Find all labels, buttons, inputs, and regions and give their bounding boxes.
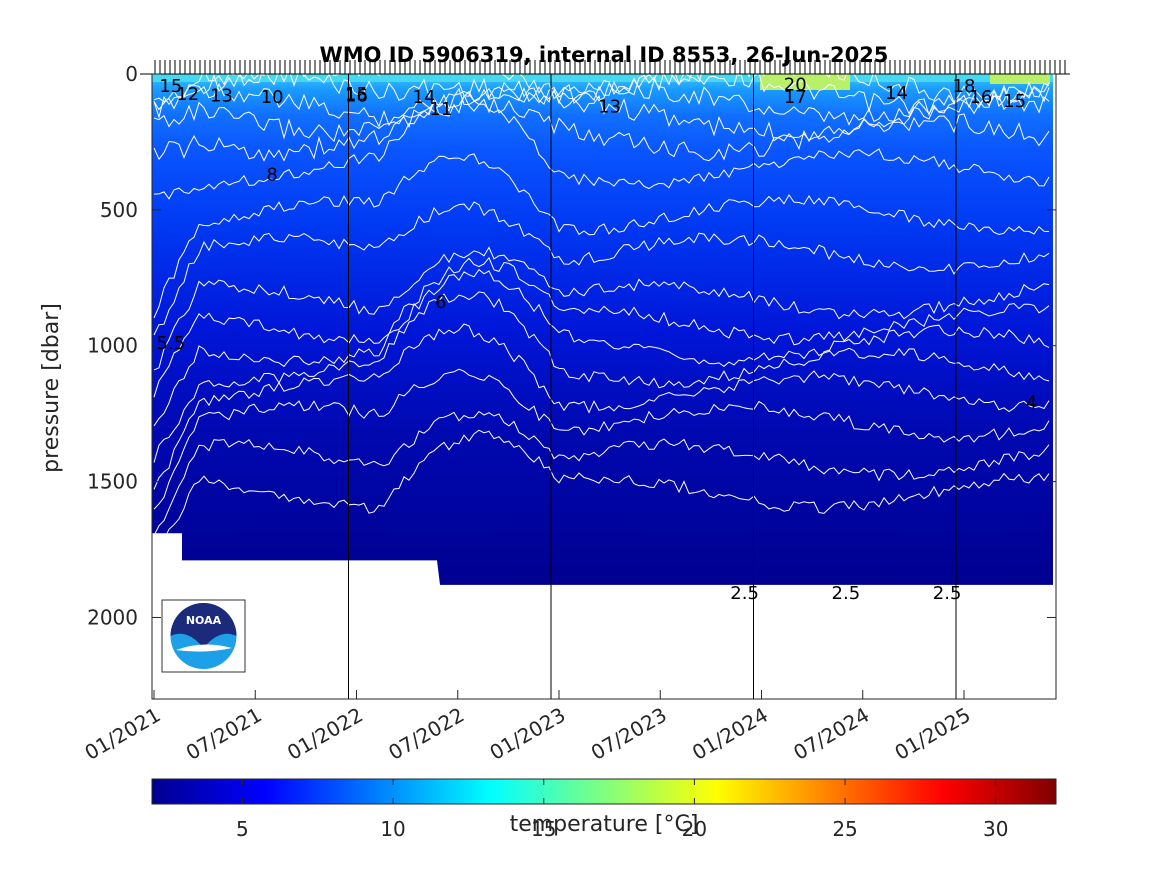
warm-patch <box>990 74 1050 84</box>
contour-line <box>153 153 1050 319</box>
colorbar-tick-label: 5 <box>236 817 249 841</box>
contour-label: 15 <box>345 84 368 105</box>
contour-line <box>153 81 1050 143</box>
y-tick-label: 2000 <box>87 605 138 629</box>
colorbar-tick-label: 15 <box>531 817 556 841</box>
chart-title: WMO ID 5906319, internal ID 8553, 26-Jun… <box>320 43 889 67</box>
y-axis: 0 500 1000 1500 2000 <box>87 62 1056 629</box>
contour-label: 13 <box>210 86 233 107</box>
contour-label: 2.5 <box>933 583 962 604</box>
contour-line <box>153 78 1050 128</box>
contour-label: 13 <box>598 96 621 117</box>
x-tick-label: 07/2021 <box>182 703 266 765</box>
noaa-logo: NOAA <box>161 599 246 673</box>
x-tick-label: 01/2023 <box>486 703 570 765</box>
contour-label: 2.5 <box>730 583 759 604</box>
temperature-field <box>152 74 1053 585</box>
y-axis-title: pressure [dbar] <box>39 303 64 473</box>
field-area <box>152 74 1053 585</box>
x-tick-label: 01/2025 <box>891 703 975 765</box>
contour-line <box>153 268 1050 427</box>
contour-label: 20 <box>784 75 807 96</box>
contour-line <box>153 323 1050 490</box>
contour-label: 8 <box>266 164 277 185</box>
contour-label: 2.5 <box>832 583 861 604</box>
x-tick-label: 01/2021 <box>81 703 165 765</box>
contour-label: 6 <box>435 292 446 313</box>
contour-label: 4 <box>1026 393 1037 414</box>
contour-line <box>153 410 1050 536</box>
contour-label: 10 <box>261 87 284 108</box>
contour-label: 16 <box>969 87 992 108</box>
contour-line <box>153 90 1050 200</box>
colorbar-tick-label: 10 <box>380 817 405 841</box>
contour-line <box>153 246 1050 371</box>
top-profile-ticks <box>140 60 1070 75</box>
contour-lines <box>153 74 1050 562</box>
contour-label: 14 <box>885 83 908 104</box>
contour-label: 14 <box>413 87 436 108</box>
y-tick-label: 1500 <box>87 470 138 494</box>
contour-line <box>153 429 1050 562</box>
contour-line <box>153 256 1050 398</box>
contour-line <box>153 291 1050 463</box>
colorbar-tick-label: 25 <box>832 817 857 841</box>
x-tick-label: 01/2024 <box>688 703 772 765</box>
noaa-logo-text: NOAA <box>186 614 222 627</box>
contour-line <box>153 201 1050 336</box>
contour-label: 5.5 <box>157 333 186 354</box>
y-tick-label: 1000 <box>87 334 138 358</box>
colorbar-title: temperature [°C] <box>510 812 699 837</box>
colorbar-tick-label: 20 <box>682 817 707 841</box>
x-tick-label: 07/2022 <box>384 703 468 765</box>
contour-label: 12 <box>176 84 199 105</box>
contour-label: 17 <box>784 87 807 108</box>
x-tick-label: 01/2022 <box>283 703 367 765</box>
x-tick-label: 07/2023 <box>587 703 671 765</box>
contour-label: 15 <box>159 76 182 97</box>
contour-line <box>153 93 1050 162</box>
contour-label: 16 <box>345 86 368 107</box>
year-divider-lines <box>348 74 957 699</box>
x-axis: 01/2021 07/2021 01/2022 07/2022 01/2023 07/20… <box>81 690 975 765</box>
y-tick-label: 0 <box>125 62 138 86</box>
colorbar-ticks: 5 10 15 20 25 30 <box>236 779 1008 841</box>
contour-label: 11 <box>429 99 452 120</box>
x-tick-label: 07/2024 <box>789 703 873 765</box>
contour-line <box>153 368 1050 510</box>
surface-layer <box>152 74 1053 82</box>
contour-label: 15 <box>1003 91 1026 112</box>
contour-label: 18 <box>953 76 976 97</box>
y-tick-label: 500 <box>100 198 138 222</box>
colorbar <box>151 778 1057 805</box>
colorbar-tick-label: 30 <box>983 817 1008 841</box>
